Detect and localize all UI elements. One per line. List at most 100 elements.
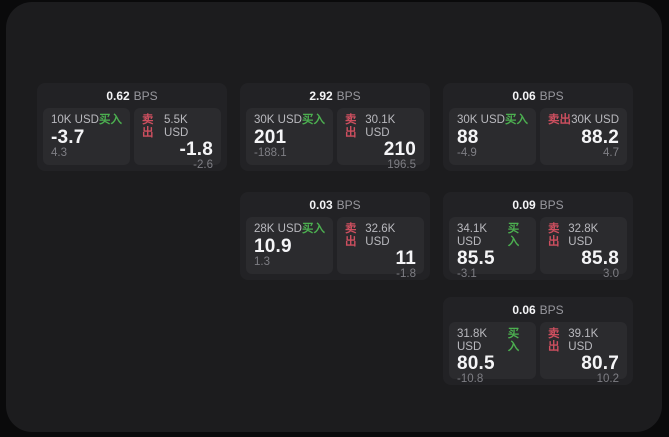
bps-value: 0.06 bbox=[512, 303, 536, 317]
sell-panel-top: 卖出 30.1K USD bbox=[345, 114, 416, 140]
bps-header: 0.06 BPS bbox=[449, 88, 627, 105]
app-container: 0.62 BPS 10K USD 买入 -3.7 4.3 卖出 5.5K USD… bbox=[6, 2, 662, 432]
sell-label: 卖出 bbox=[548, 223, 560, 248]
buy-price: 85.5 bbox=[457, 248, 495, 269]
buy-delta: -3.1 bbox=[457, 268, 477, 280]
quote-card: 0.06 BPS 30K USD 买入 88 -4.9 卖出 30K USD 8… bbox=[443, 83, 633, 171]
buy-amount: 30K USD bbox=[457, 114, 505, 126]
sell-amount: 32.8K USD bbox=[568, 223, 599, 248]
buy-panel[interactable]: 30K USD 买入 88 -4.9 bbox=[449, 108, 536, 165]
quote-card: 0.06 BPS 31.8K USD 买入 80.5 -10.8 卖出 39.1… bbox=[443, 297, 633, 385]
sell-panel[interactable]: 卖出 30K USD 88.2 4.7 bbox=[540, 108, 627, 165]
sell-panel-top: 卖出 5.5K USD bbox=[142, 114, 213, 140]
buy-price: 80.5 bbox=[457, 353, 495, 374]
sell-panel-top: 卖出 32.8K USD bbox=[548, 223, 619, 249]
sell-panel-top: 卖出 39.1K USD bbox=[548, 328, 619, 354]
bps-value: 0.03 bbox=[309, 198, 333, 212]
bps-header: 2.92 BPS bbox=[246, 88, 424, 105]
sell-panel-top: 卖出 30K USD bbox=[548, 114, 619, 127]
bps-unit-label: BPS bbox=[336, 89, 361, 103]
sell-delta: 3.0 bbox=[603, 268, 619, 280]
buy-panel-top: 31.8K USD 买入 bbox=[457, 328, 528, 354]
bps-unit-label: BPS bbox=[539, 89, 564, 103]
sell-label: 卖出 bbox=[142, 114, 154, 139]
buy-delta: 4.3 bbox=[51, 147, 67, 159]
buy-amount: 31.8K USD bbox=[457, 328, 488, 353]
buy-panel-top: 34.1K USD 买入 bbox=[457, 223, 528, 249]
bps-value: 2.92 bbox=[309, 89, 333, 103]
buy-panel[interactable]: 28K USD 买入 10.9 1.3 bbox=[246, 217, 333, 274]
sell-amount: 30.1K USD bbox=[365, 114, 396, 139]
sell-amount: 32.6K USD bbox=[365, 223, 396, 248]
buy-label: 买入 bbox=[507, 328, 520, 353]
buy-price: 201 bbox=[254, 126, 287, 148]
bps-value: 0.06 bbox=[512, 89, 536, 103]
buy-panel-top: 30K USD 买入 bbox=[254, 114, 325, 127]
bps-value: 0.09 bbox=[512, 198, 536, 212]
buy-price: 10.9 bbox=[254, 235, 292, 257]
buy-panel[interactable]: 31.8K USD 买入 80.5 -10.8 bbox=[449, 322, 536, 385]
buy-amount: 28K USD bbox=[254, 223, 302, 235]
buy-label: 买入 bbox=[505, 114, 528, 126]
buy-panel[interactable]: 34.1K USD 买入 85.5 -3.1 bbox=[449, 217, 536, 280]
buy-price: 88 bbox=[457, 126, 479, 148]
sell-amount: 30K USD bbox=[571, 114, 619, 126]
quote-panels: 30K USD 买入 201 -188.1 卖出 30.1K USD 210 1… bbox=[246, 108, 424, 171]
buy-label: 买入 bbox=[507, 223, 520, 248]
sell-label: 卖出 bbox=[345, 223, 357, 248]
sell-price: 85.8 bbox=[581, 248, 619, 269]
quote-panels: 10K USD 买入 -3.7 4.3 卖出 5.5K USD -1.8 -2.… bbox=[43, 108, 221, 171]
sell-panel[interactable]: 卖出 32.6K USD 11 -1.8 bbox=[337, 217, 424, 280]
quote-panels: 28K USD 买入 10.9 1.3 卖出 32.6K USD 11 -1.8 bbox=[246, 217, 424, 280]
sell-panel[interactable]: 卖出 5.5K USD -1.8 -2.6 bbox=[134, 108, 221, 171]
buy-label: 买入 bbox=[302, 223, 325, 235]
sell-delta: 196.5 bbox=[387, 159, 416, 171]
buy-label: 买入 bbox=[302, 114, 325, 126]
sell-panel[interactable]: 卖出 32.8K USD 85.8 3.0 bbox=[540, 217, 627, 280]
buy-panel-top: 10K USD 买入 bbox=[51, 114, 122, 127]
quote-panels: 31.8K USD 买入 80.5 -10.8 卖出 39.1K USD 80.… bbox=[449, 322, 627, 385]
buy-panel-top: 28K USD 买入 bbox=[254, 223, 325, 236]
bps-header: 0.03 BPS bbox=[246, 197, 424, 214]
bps-unit-label: BPS bbox=[539, 303, 564, 317]
buy-amount: 10K USD bbox=[51, 114, 99, 126]
quote-card: 0.62 BPS 10K USD 买入 -3.7 4.3 卖出 5.5K USD… bbox=[37, 83, 227, 171]
buy-panel-top: 30K USD 买入 bbox=[457, 114, 528, 127]
buy-label: 买入 bbox=[99, 114, 122, 126]
bps-unit-label: BPS bbox=[539, 198, 564, 212]
buy-amount: 30K USD bbox=[254, 114, 302, 126]
sell-delta: -1.8 bbox=[396, 268, 416, 280]
sell-price: 80.7 bbox=[581, 353, 619, 374]
sell-label: 卖出 bbox=[548, 114, 571, 126]
sell-label: 卖出 bbox=[548, 328, 560, 353]
bps-header: 0.06 BPS bbox=[449, 302, 627, 319]
buy-delta: 1.3 bbox=[254, 256, 270, 268]
quote-card: 0.03 BPS 28K USD 买入 10.9 1.3 卖出 32.6K US… bbox=[240, 192, 430, 280]
sell-delta: 10.2 bbox=[596, 373, 619, 385]
buy-delta: -10.8 bbox=[457, 373, 484, 385]
quote-panels: 30K USD 买入 88 -4.9 卖出 30K USD 88.2 4.7 bbox=[449, 108, 627, 165]
sell-panel[interactable]: 卖出 30.1K USD 210 196.5 bbox=[337, 108, 424, 171]
sell-price: 11 bbox=[395, 248, 416, 269]
bps-unit-label: BPS bbox=[133, 89, 158, 103]
sell-amount: 5.5K USD bbox=[164, 114, 189, 139]
sell-label: 卖出 bbox=[345, 114, 357, 139]
sell-price: -1.8 bbox=[179, 139, 213, 160]
sell-delta: 4.7 bbox=[603, 147, 619, 159]
sell-price: 88.2 bbox=[581, 126, 619, 148]
quote-panels: 34.1K USD 买入 85.5 -3.1 卖出 32.8K USD 85.8… bbox=[449, 217, 627, 280]
bps-unit-label: BPS bbox=[336, 198, 361, 212]
buy-panel[interactable]: 30K USD 买入 201 -188.1 bbox=[246, 108, 333, 165]
bps-header: 0.09 BPS bbox=[449, 197, 627, 214]
buy-panel[interactable]: 10K USD 买入 -3.7 4.3 bbox=[43, 108, 130, 165]
buy-price: -3.7 bbox=[51, 126, 85, 148]
buy-delta: -188.1 bbox=[254, 147, 287, 159]
buy-amount: 34.1K USD bbox=[457, 223, 488, 248]
sell-amount: 39.1K USD bbox=[568, 328, 599, 353]
sell-panel-top: 卖出 32.6K USD bbox=[345, 223, 416, 249]
bps-header: 0.62 BPS bbox=[43, 88, 221, 105]
quote-card: 2.92 BPS 30K USD 买入 201 -188.1 卖出 30.1K … bbox=[240, 83, 430, 171]
sell-panel[interactable]: 卖出 39.1K USD 80.7 10.2 bbox=[540, 322, 627, 385]
buy-delta: -4.9 bbox=[457, 147, 477, 159]
sell-price: 210 bbox=[383, 139, 416, 160]
